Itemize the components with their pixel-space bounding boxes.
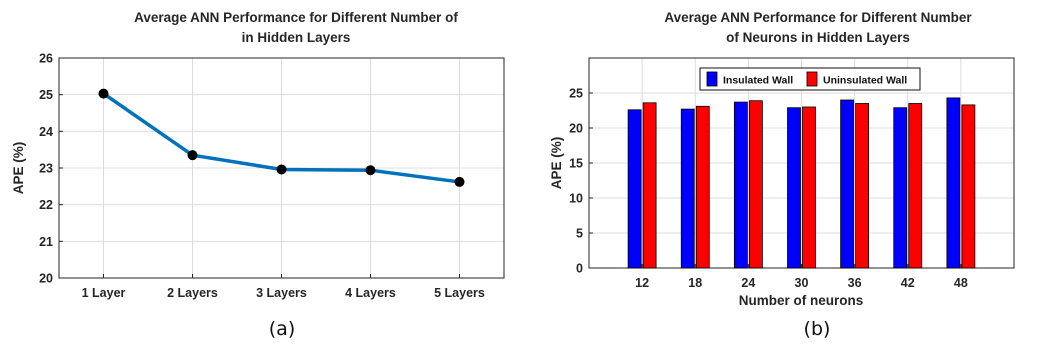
chart-a-y-tick-label: 25 (39, 88, 53, 102)
bar-uninsulated-wall-48 (961, 104, 976, 269)
chart-b-title-line-2: of Neurons in Hidden Layers (726, 30, 910, 45)
bar-insulated-wall-12 (627, 109, 642, 269)
bar-uninsulated-wall-30 (802, 106, 816, 269)
chart-a-x-ticks: 1 Layer 2 Layers 3 Layers 4 Layers 5 Layers (82, 286, 485, 300)
chart-a-y-tick-label: 26 (39, 52, 53, 66)
legend-label-insulated-wall: Insulated Wall (723, 75, 793, 87)
chart-b-x-tick-label: 12 (635, 276, 649, 290)
chart-b-x-ticks: 12 18 24 30 36 42 48 (635, 276, 968, 290)
chart-a-title-line-1: Average ANN Performance for Different Nu… (134, 10, 458, 25)
bar-insulated-wall-24 (733, 101, 748, 269)
chart-a-caption: (a) (269, 318, 295, 340)
chart-a-series (98, 88, 465, 187)
bar-uninsulated-wall-42 (908, 103, 923, 269)
chart-a-y-axis-label: APE (%) (11, 142, 26, 195)
chart-b-y-ticks: 0 5 10 15 20 25 (569, 87, 583, 276)
chart-b-y-tick-label: 25 (569, 87, 583, 101)
chart-b-y-tick-label: 10 (569, 192, 583, 206)
chart-b-y-tick-label: 15 (569, 157, 583, 171)
chart-a-y-tick-label: 23 (39, 162, 53, 176)
bar-insulated-wall-18 (680, 108, 695, 269)
chart-a-point-4-layers (365, 165, 376, 176)
chart-a-y-tick-label: 21 (39, 235, 53, 249)
chart-a-x-tick-label: 3 Layers (256, 286, 307, 300)
chart-b-y-tick-label: 20 (569, 122, 583, 136)
chart-a-axes-box (58, 57, 505, 279)
chart-b-y-tick-label: 5 (576, 227, 583, 241)
chart-b-axes-box (588, 57, 1015, 269)
chart-a-x-tick-label: 2 Layers (167, 286, 218, 300)
chart-b-x-tick-label: 42 (901, 276, 915, 290)
chart-b-x-tick-label: 30 (795, 276, 809, 290)
bar-insulated-wall-42 (893, 107, 908, 269)
chart-a-y-tick-label: 24 (39, 125, 53, 139)
chart-b-caption: (b) (804, 318, 831, 340)
chart-a-title-line-2: in Hidden Layers (242, 30, 351, 45)
chart-a-y-tick-label: 22 (39, 198, 53, 212)
chart-a-point-2-layers (187, 150, 198, 161)
legend-swatch-insulated-wall (706, 71, 718, 87)
chart-a-point-3-layers (276, 164, 287, 175)
chart-b-title-line-1: Average ANN Performance for Different Nu… (664, 10, 972, 25)
bar-insulated-wall-36 (840, 99, 855, 269)
chart-a-point-5-layers (454, 176, 465, 187)
chart-b-x-tick-label: 24 (741, 276, 755, 290)
chart-a-y-tick-label: 20 (39, 272, 53, 286)
bar-insulated-wall-48 (946, 97, 961, 269)
chart-b-x-tick-label: 36 (848, 276, 862, 290)
chart-b-series (627, 97, 976, 269)
bar-uninsulated-wall-12 (642, 102, 657, 269)
chart-b-legend: Insulated Wall Uninsulated Wall (699, 67, 921, 91)
legend-swatch-uninsulated-wall (806, 71, 818, 87)
chart-b-y-axis-label: APE (%) (549, 137, 564, 190)
chart-b-y-tick-label: 0 (576, 262, 583, 276)
chart-a: 20 21 22 23 24 25 26 1 Layer 2 Layers 3 Layers 4 … (11, 10, 505, 340)
chart-a-y-ticks: 20 21 22 23 24 25 26 (39, 52, 53, 286)
bar-uninsulated-wall-24 (748, 100, 763, 269)
chart-b-x-tick-label: 48 (954, 276, 968, 290)
chart-a-axes (58, 57, 505, 279)
chart-b-x-tick-label: 18 (688, 276, 702, 290)
chart-a-x-tick-label: 4 Layers (345, 286, 396, 300)
chart-b-x-axis-label: Number of neurons (739, 293, 864, 308)
chart-b: 0 5 10 15 20 25 12 18 24 30 36 42 48 Average ANN Pe… (549, 10, 1015, 340)
chart-a-point-1-layer (98, 88, 109, 99)
legend-label-uninsulated-wall: Uninsulated Wall (823, 75, 907, 87)
bar-insulated-wall-30 (787, 107, 801, 269)
bar-uninsulated-wall-36 (855, 103, 870, 269)
chart-b-axes (588, 57, 1015, 269)
chart-a-x-tick-label: 1 Layer (82, 286, 126, 300)
chart-a-x-tick-label: 5 Layers (434, 286, 485, 300)
bar-uninsulated-wall-18 (695, 105, 710, 269)
